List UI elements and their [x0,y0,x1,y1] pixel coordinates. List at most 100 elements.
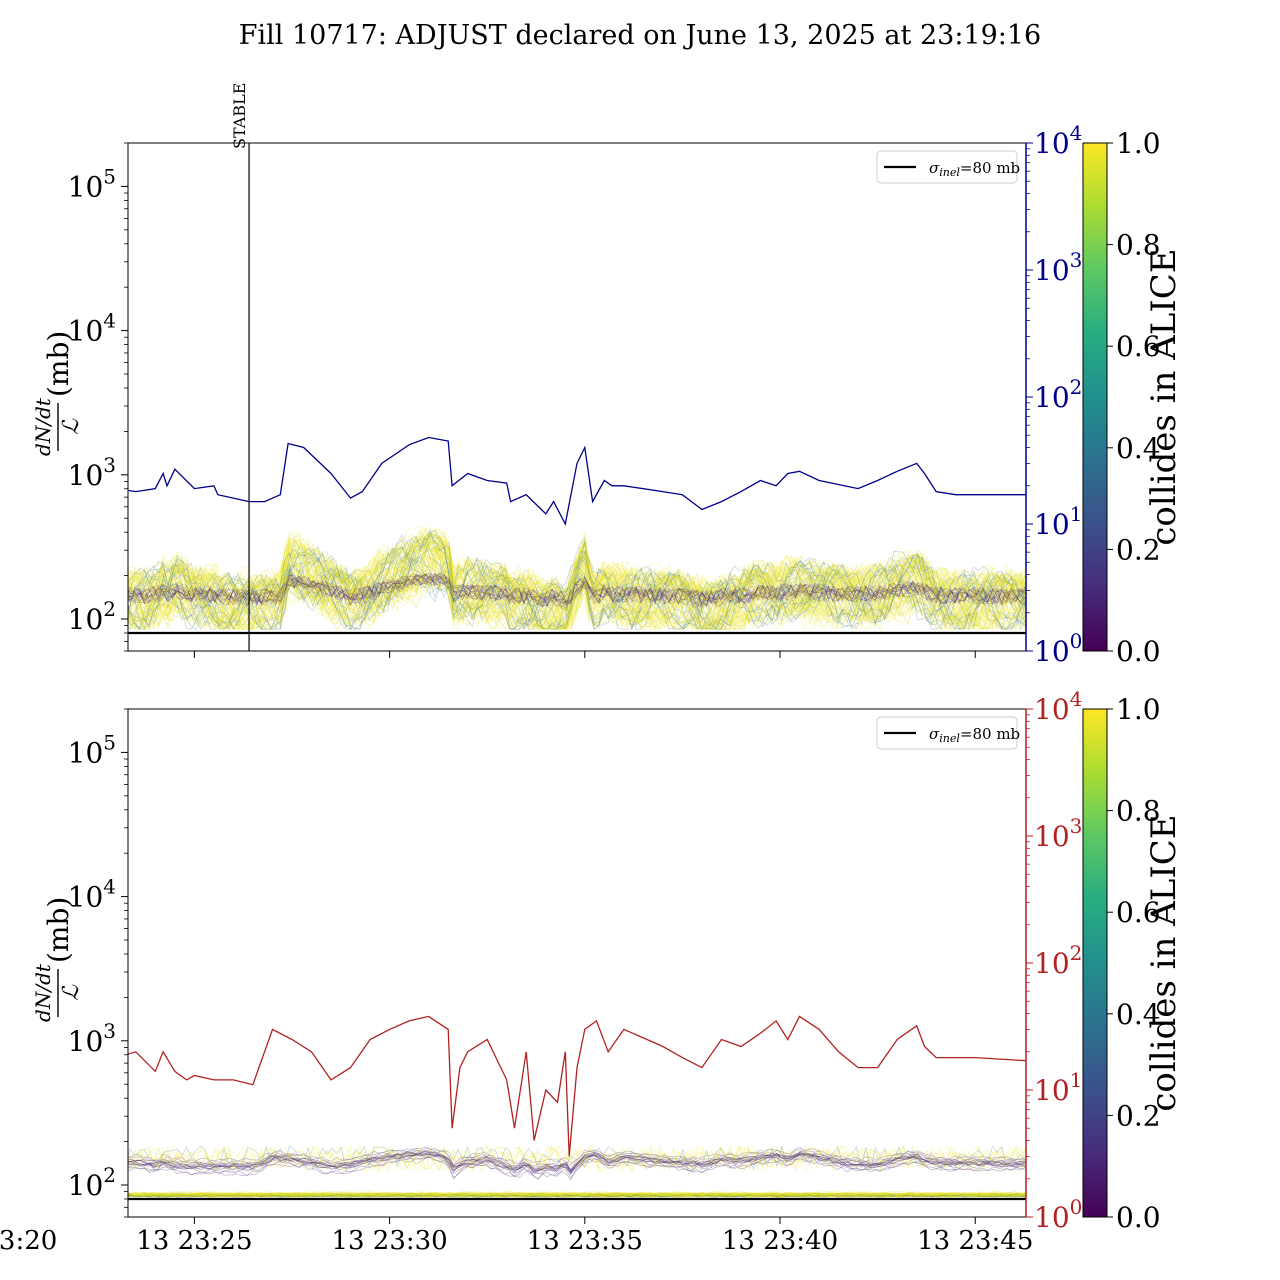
bunch-series-line [128,551,1026,631]
bunch-series-line [128,1194,1026,1198]
bunch-series-line [128,1194,1026,1198]
bunch-series-line [128,545,1026,630]
bunch-series-line [128,1193,1026,1197]
bunch-series-line [128,1146,1026,1173]
bunch-series-line [128,1193,1026,1197]
bunch-series-line [128,535,1026,630]
y-label-numerator: dN/dt [31,963,55,1022]
right-y-tick-label: 101 [1034,1068,1082,1107]
bunch-series-line [128,1150,1026,1172]
legend: σinel=80 mb [876,150,1020,184]
bunch-series-line [128,1193,1026,1197]
bunch-series-line [128,534,1026,630]
colorbar [1082,708,1108,1218]
bunch-series-line [128,1193,1026,1197]
bunch-series-line [128,537,1026,630]
bunch-series-line [128,1144,1026,1172]
bunch-series-line [128,1194,1026,1197]
bunch-series-line [128,1192,1026,1196]
bunch-series-line [128,525,1026,630]
bunch-series-line [128,539,1026,630]
bunch-series-line [128,535,1026,631]
bunch-series-line [128,1192,1026,1196]
bunch-series-line [128,572,1026,609]
right-y-tick-label: 104 [1034,121,1082,160]
bunch-series-line [128,572,1026,607]
bunch-series-line [128,573,1026,608]
bunch-series-line [128,1193,1026,1196]
bunch-series-line [128,1193,1026,1197]
bunch-series-line [128,542,1026,631]
bunch-series-line [128,1193,1026,1197]
bunch-series-line [128,531,1026,628]
colorbar-tick-label: 0.2 [1116,533,1161,566]
bunch-series-line [128,542,1026,631]
bunch-series-line [128,539,1026,630]
bunch-series-line [128,1194,1026,1198]
bunch-series-line [128,1193,1026,1197]
colorbar-tick-label: 0.6 [1116,896,1161,929]
bunch-series-line [128,1194,1026,1197]
y-axis-label: dN/dt ℒ (mb) [31,897,84,1022]
colorbar-tick-label: 0.0 [1116,635,1161,668]
bunch-series-line [128,1192,1026,1196]
bunch-series-line [128,541,1026,630]
bunch-series-line [128,1193,1026,1197]
bunch-series-line [128,1194,1026,1198]
bunch-series-line [128,529,1026,630]
bunch-series-line [128,574,1026,606]
plot-area [128,1015,1026,1201]
bunch-series-line [128,1152,1026,1174]
bunch-series-line [128,1193,1026,1197]
bunch-series-line [128,1192,1026,1196]
y-axis-label: dN/dt ℒ (mb) [31,331,84,456]
bunch-series-line [128,1193,1026,1197]
bunch-series-line [128,546,1026,630]
bunch-series-line [128,544,1026,631]
bunch-series-line [128,1153,1026,1174]
bunch-series-line [128,1191,1026,1195]
bunch-series-line [128,541,1026,631]
bunch-series-line [128,531,1026,630]
right-y-tick-label: 102 [1034,941,1082,980]
bunch-series-line [128,532,1026,631]
bunch-series-line [128,1150,1026,1171]
bunch-series-line [128,534,1026,630]
bunch-series-line [128,1152,1026,1175]
bunch-series-line [128,1193,1026,1197]
bunch-series-line [128,534,1026,630]
bunch-series-line [128,527,1026,631]
y-tick-label: 102 [68,1163,116,1202]
bunch-series-line [128,1193,1026,1197]
bunch-series-line [128,1156,1026,1180]
bunch-series-line [128,574,1026,608]
bunch-series-line [128,572,1026,608]
bunch-series-line [128,525,1026,631]
bunch-series-line [128,1150,1026,1171]
bunch-series-line [128,1147,1026,1167]
bunch-series-line [128,1193,1026,1197]
bunch-series-line [128,537,1026,630]
bunch-series-line [128,533,1026,631]
y-label-unit: (mb) [42,897,75,963]
bunch-series-line [128,551,1026,630]
y-tick-label: 102 [68,597,116,636]
bunch-series-line [128,535,1026,630]
bunch-series-line [128,1145,1026,1172]
bunch-series-line [128,545,1026,630]
bunch-series-line [128,534,1026,631]
bunch-series-line [128,531,1026,629]
bunch-series-line [128,535,1026,630]
bunch-series-line [128,1192,1026,1195]
bunch-series-line [128,1194,1026,1198]
colorbar-tick-label: 0.8 [1116,795,1161,828]
y-tick-label: 105 [68,164,116,203]
colorbar-tick-label: 0.8 [1116,229,1161,262]
bunch-series-line [128,533,1026,630]
bunch-series-line [128,529,1026,631]
bunch-series-line [128,536,1026,630]
right-y-tick-label: 102 [1034,375,1082,414]
bunch-series-line [128,1194,1026,1198]
bunch-series-line [128,1194,1026,1198]
